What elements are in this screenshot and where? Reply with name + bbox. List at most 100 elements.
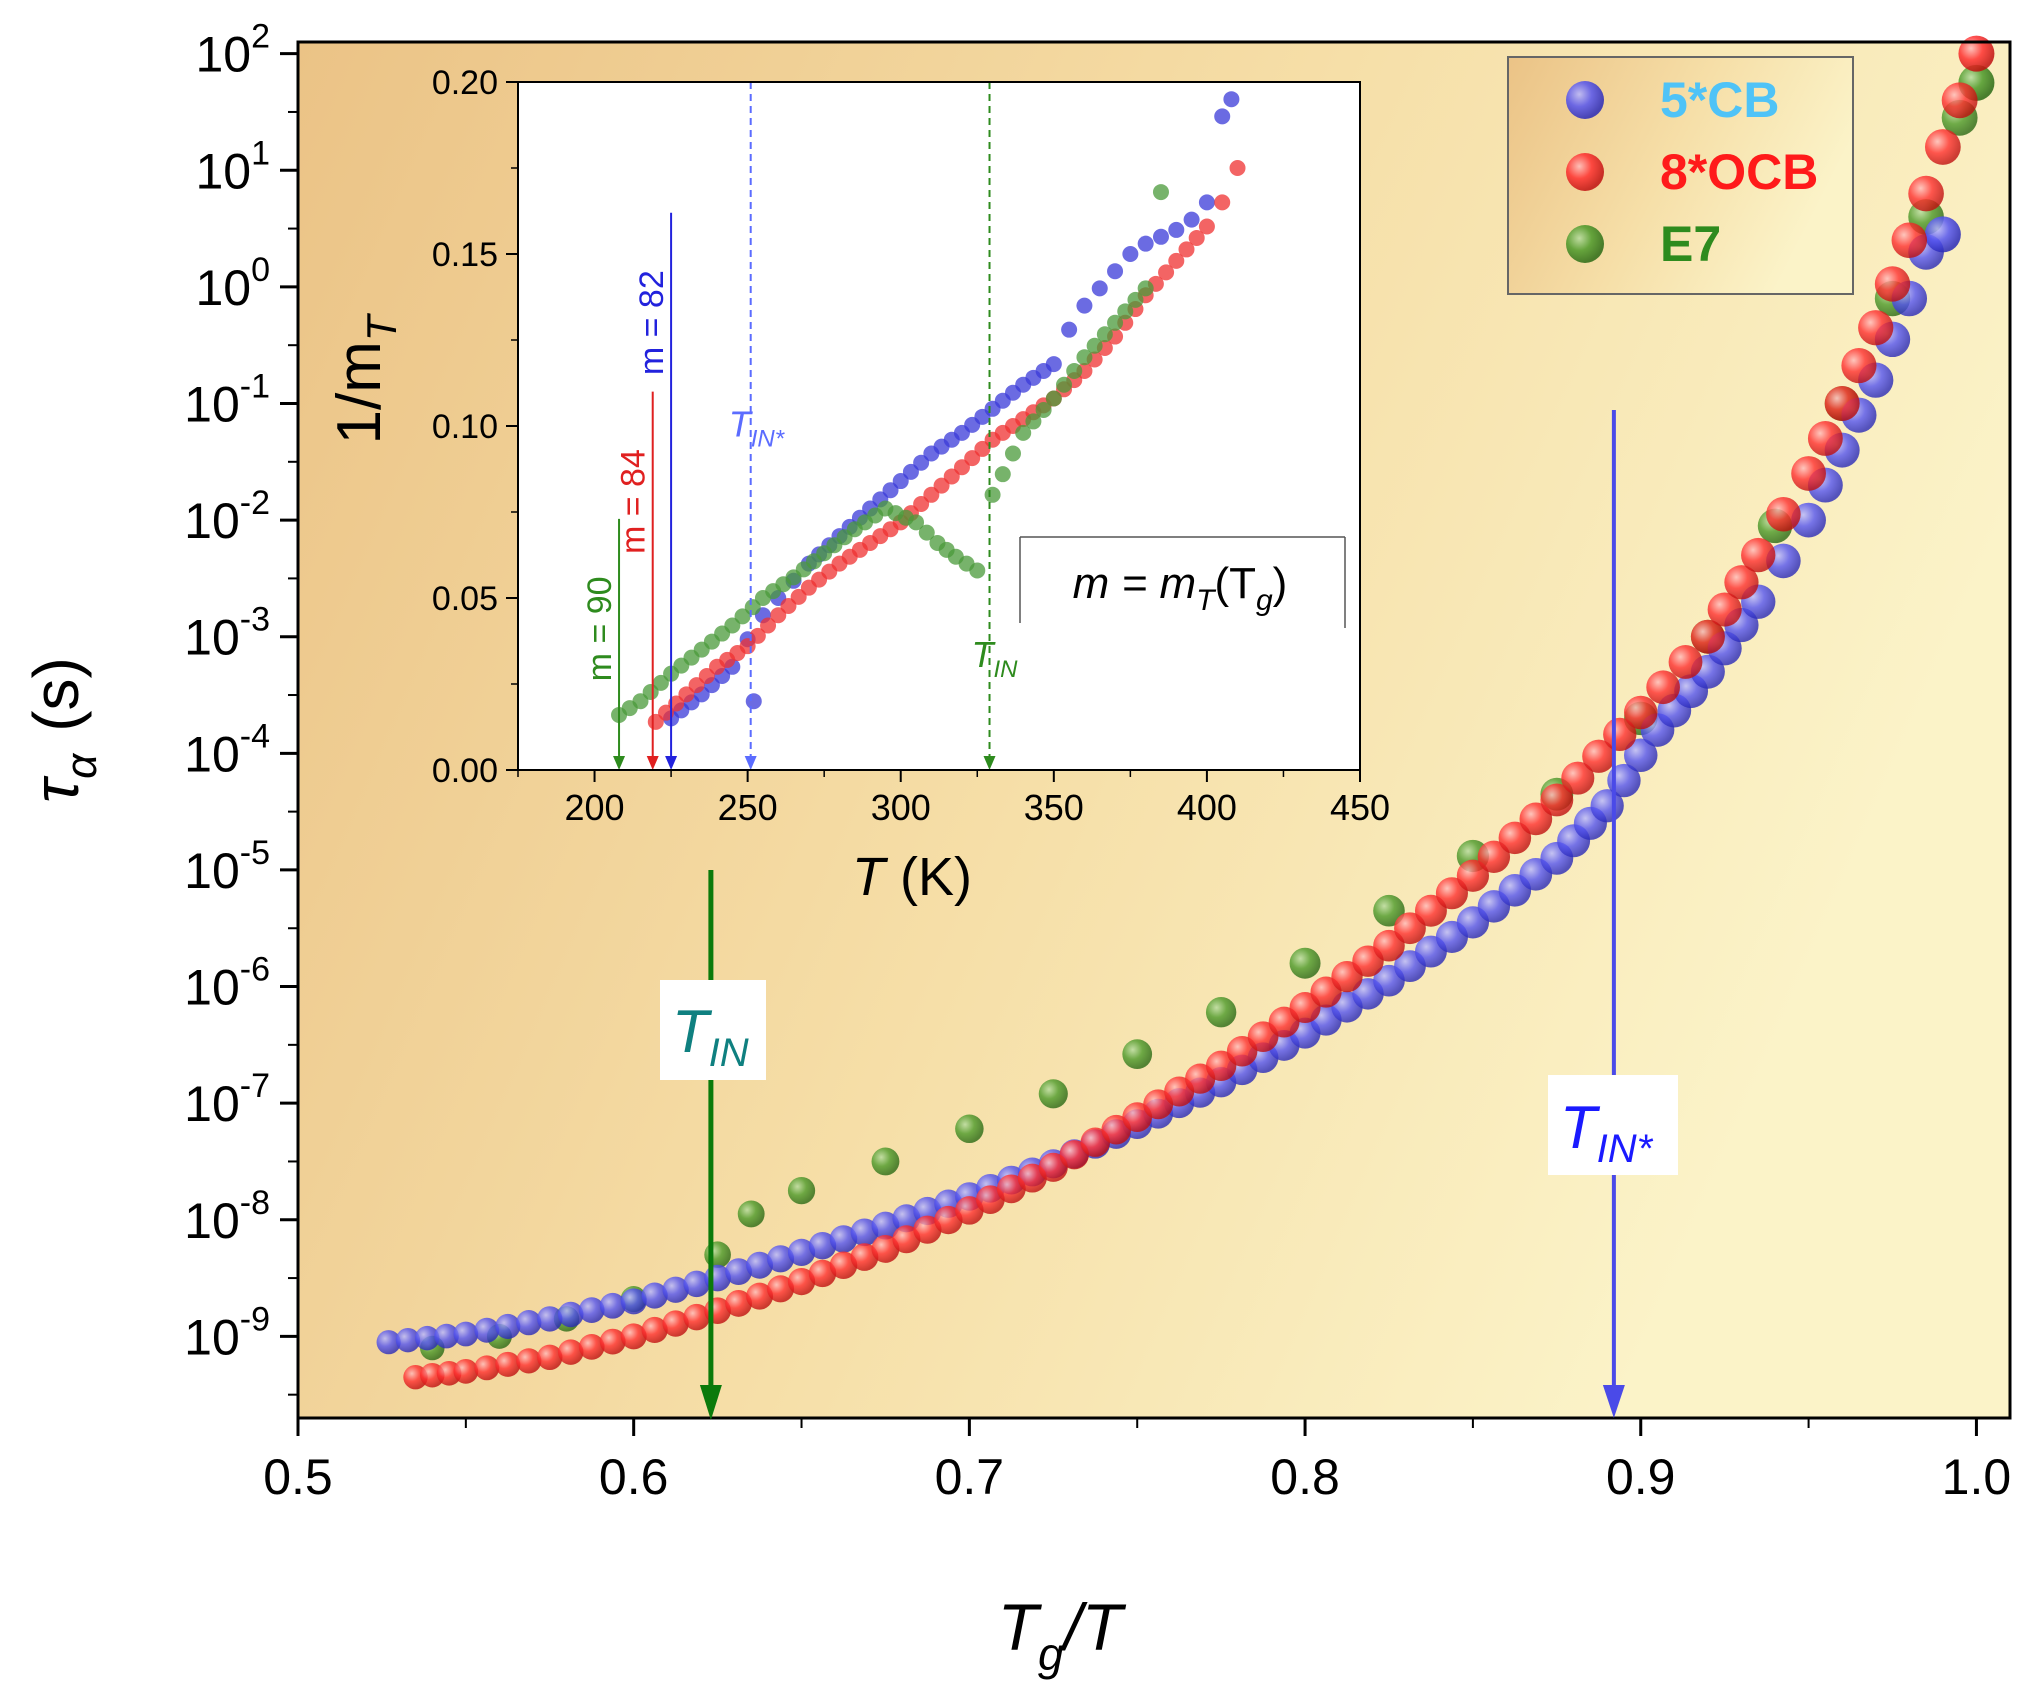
x-tick-label: 1.0: [1942, 1449, 2012, 1505]
tin-label: TIN: [672, 998, 749, 1075]
data-point-5cb: [537, 1306, 563, 1332]
data-point-8ocb: [1891, 222, 1928, 258]
inset-point-5cb: [913, 454, 930, 471]
data-point-5cb: [474, 1317, 500, 1343]
data-point-5cb: [415, 1325, 440, 1351]
inset-point-5cb: [1152, 228, 1169, 245]
data-point-8ocb: [746, 1282, 774, 1310]
inset-formula-label: m = mT(Tg): [1073, 559, 1288, 617]
inset-y-tick-label: 0.05: [432, 580, 498, 618]
inset-point-5cb: [1076, 297, 1093, 314]
inset-point-8ocb: [923, 486, 940, 503]
data-point-5cb: [1623, 738, 1658, 773]
inset-point-5cb: [1168, 221, 1185, 238]
plot-frame: [296, 40, 2012, 1420]
inset-point-e7: [1066, 362, 1083, 379]
m82-marker-label: m = 82: [633, 270, 671, 375]
inset-point-e7: [1152, 184, 1169, 201]
inset-point-e7: [1096, 326, 1113, 343]
y-tick-label: 102: [195, 18, 270, 83]
inset-point-5cb: [1122, 246, 1139, 262]
inset-point-8ocb: [913, 495, 930, 512]
data-point-8ocb: [599, 1328, 626, 1355]
inset-point-5cb: [902, 463, 919, 480]
data-point-5cb: [829, 1225, 858, 1253]
tin-arrowhead: [699, 1385, 722, 1420]
inset-point-e7: [642, 684, 659, 701]
data-point-e7: [1205, 997, 1237, 1028]
data-point-8ocb: [516, 1348, 542, 1374]
inset-y-tick-label: 0.00: [432, 752, 498, 790]
data-point-5cb: [767, 1245, 795, 1273]
inset-point-8ocb: [1229, 160, 1246, 176]
y-tick-label: 10-3: [184, 601, 270, 666]
data-point-8ocb: [1668, 645, 1703, 679]
data-point-e7: [1122, 1039, 1153, 1070]
inset-point-8ocb: [780, 598, 797, 615]
inset-point-5cb: [1198, 194, 1215, 211]
y-tick-label: 10-8: [184, 1184, 270, 1249]
main-axes: 0.5 0.6 0.7 0.8 0.9 1.0 102 101 100 10-1 10-2 10-3 1…: [184, 18, 2011, 1505]
y-tick-label: 10-5: [184, 834, 270, 899]
inset-point-e7: [1025, 413, 1042, 430]
data-point-8ocb: [955, 1196, 984, 1225]
m84-marker-label: m = 84: [615, 449, 653, 554]
data-point-8ocb: [1724, 565, 1759, 600]
inset-x-tick-label: 300: [871, 787, 931, 828]
data-point-8ocb: [1924, 129, 1961, 165]
data-point-5cb: [1924, 216, 1961, 253]
inset-point-8ocb: [688, 677, 705, 694]
data-point-e7: [704, 1241, 731, 1269]
inset-point-5cb: [1045, 356, 1062, 373]
inset-point-8ocb: [964, 450, 981, 467]
data-point-8ocb: [1646, 670, 1680, 705]
inset-point-8ocb: [1188, 229, 1205, 246]
inset-tin-star-label: TIN*: [729, 403, 785, 452]
x-tick-label: 0.5: [263, 1449, 333, 1505]
data-point-8ocb: [683, 1303, 710, 1331]
data-point-5cb: [620, 1288, 647, 1315]
y-tick-label: 10-1: [184, 367, 270, 432]
inset-point-e7: [724, 617, 741, 634]
tin-label-box: [660, 980, 766, 1080]
main-annotations: TIN TIN*: [660, 410, 1678, 1420]
data-point-5cb: [787, 1238, 816, 1267]
data-point-5cb: [746, 1251, 774, 1279]
inset-point-8ocb: [698, 667, 715, 684]
data-point-e7: [1373, 894, 1405, 927]
inset-point-e7: [908, 514, 925, 531]
data-point-8ocb: [829, 1251, 858, 1280]
data-point-8ocb: [662, 1310, 689, 1337]
inset-point-e7: [1117, 303, 1134, 320]
inset-point-8ocb: [953, 459, 970, 476]
data-point-8ocb: [1858, 310, 1894, 346]
legend-marker-e7: [1566, 225, 1604, 263]
data-point-5cb: [725, 1258, 752, 1286]
inset-y-tick-label: 0.15: [432, 236, 498, 274]
inset-point-5cb: [1183, 211, 1200, 228]
inset-point-e7: [1076, 349, 1093, 366]
inset-point-e7: [969, 562, 986, 579]
data-point-5cb: [557, 1301, 584, 1328]
data-point-8ocb: [578, 1334, 605, 1360]
data-point-8ocb: [641, 1316, 668, 1344]
inset-tin-label: TIN: [972, 634, 1019, 683]
inset-x-tick-label: 450: [1330, 787, 1390, 828]
y-tick-label: 10-4: [184, 717, 270, 782]
inset-x-tick-label: 200: [565, 787, 625, 828]
inset-point-e7: [1086, 337, 1103, 354]
y-tick-label: 10-7: [184, 1067, 270, 1132]
inset-x-tick-label: 350: [1024, 787, 1084, 828]
legend-marker-8ocb: [1566, 153, 1604, 191]
x-axis-title: Tg/T: [998, 1590, 1127, 1680]
inset-point-e7: [652, 674, 669, 691]
inset-point-e7: [1127, 291, 1144, 308]
data-point-5cb: [453, 1321, 479, 1347]
data-point-e7: [955, 1114, 984, 1144]
data-point-8ocb: [1540, 783, 1574, 817]
inset-point-8ocb: [657, 704, 674, 721]
data-point-8ocb: [1394, 912, 1426, 945]
data-point-8ocb: [1456, 859, 1490, 892]
legend-label-8ocb: 8*OCB: [1660, 144, 1818, 200]
